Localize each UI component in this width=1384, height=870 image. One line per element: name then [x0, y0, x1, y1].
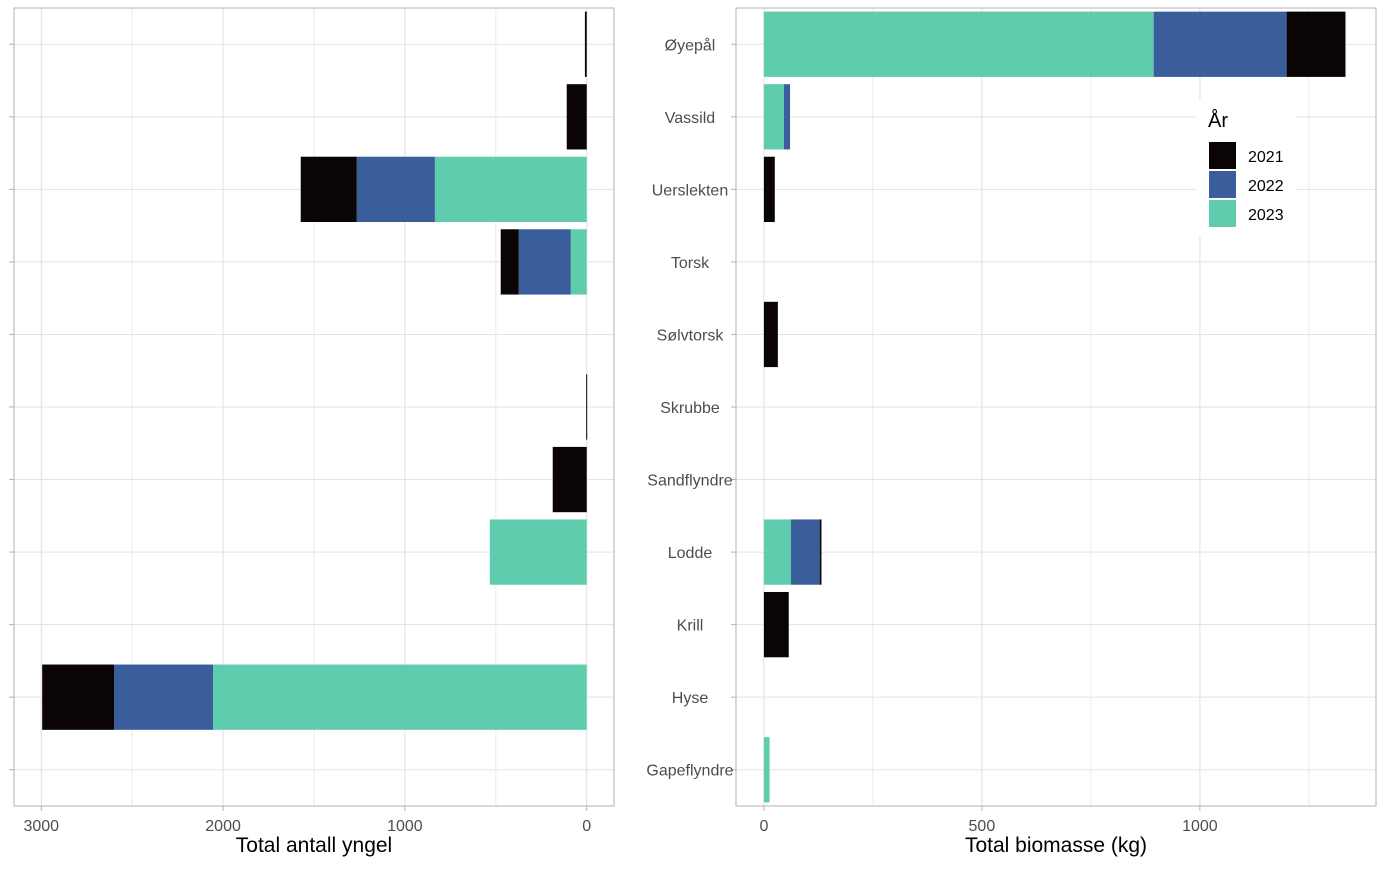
bar-2023	[570, 229, 587, 295]
y-tick-label: Torsk	[671, 255, 710, 272]
x-axis-title: Total antall yngel	[236, 834, 392, 857]
x-tick-label: 1000	[387, 818, 423, 835]
bar-2021	[763, 301, 778, 368]
x-axis-title: Total biomasse (kg)	[965, 834, 1147, 857]
bar-2023	[434, 156, 587, 223]
bar-2021	[300, 156, 357, 223]
bar-2022	[518, 229, 571, 295]
bar-2023	[763, 11, 1154, 77]
bar-2021	[500, 229, 519, 295]
legend-label: 2021	[1248, 149, 1284, 166]
x-tick-label: 0	[759, 818, 768, 835]
y-tick-label: Gapeflyndre	[646, 763, 733, 780]
x-tick-label: 0	[582, 818, 591, 835]
y-tick-label: Øyepål	[665, 36, 716, 54]
panel-1: 3000 2000 1000 0 Total antall yngel	[9, 7, 615, 857]
bar-2021	[763, 591, 789, 658]
y-tick-label: Sandflyndre	[647, 473, 732, 490]
bar-2023	[763, 737, 770, 803]
bar-2022	[114, 664, 214, 730]
x-tick-label: 500	[969, 818, 996, 835]
y-tick-label: Skrubbe	[660, 400, 720, 417]
bar-2023	[489, 519, 587, 585]
bar-2023	[763, 84, 784, 150]
bar-2022	[783, 84, 791, 150]
legend-swatch-2021	[1209, 142, 1236, 169]
x-tick-label: 1000	[1182, 818, 1218, 835]
y-tick-label: Lodde	[668, 545, 713, 562]
bar-2021	[552, 446, 587, 513]
bar-2022	[1153, 11, 1287, 77]
y-tick-label: Sølvtorsk	[657, 327, 725, 344]
legend: År 2021 2022 2023	[1196, 100, 1296, 236]
x-tick-label: 3000	[23, 818, 59, 835]
y-tick-label: Uerslekten	[652, 182, 728, 199]
y-tick-label: Vassild	[665, 110, 715, 127]
y-tick-label: Hyse	[672, 690, 709, 707]
y-tick-label: Krill	[677, 618, 704, 635]
bar-2022	[790, 519, 820, 585]
bar-2021	[566, 84, 587, 150]
bar-2021	[586, 374, 588, 440]
bar-2021	[763, 156, 775, 223]
legend-label: 2022	[1248, 178, 1284, 195]
legend-title: År	[1208, 109, 1228, 132]
bar-2022	[356, 156, 435, 223]
legend-label: 2023	[1248, 207, 1284, 224]
panel-2: Øyepål Vassild Uerslekten Torsk Sølvtorsk Skr…	[646, 7, 1377, 857]
bar-2023	[213, 664, 587, 730]
legend-swatch-2022	[1209, 171, 1236, 198]
bar-2023	[763, 519, 791, 585]
bar-2021	[42, 664, 115, 730]
bar-2021	[584, 11, 587, 77]
x-tick-label: 2000	[205, 818, 241, 835]
bar-2021	[1286, 11, 1346, 77]
legend-swatch-2023	[1209, 200, 1236, 227]
bar-2021	[819, 519, 822, 585]
